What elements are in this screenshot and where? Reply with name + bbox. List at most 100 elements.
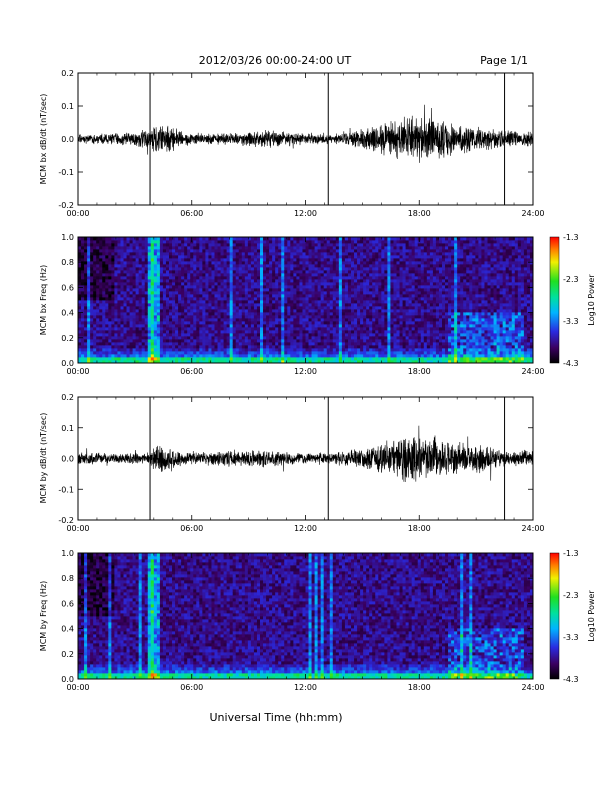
- heatmap-cell: [266, 342, 270, 346]
- heatmap-cell: [214, 303, 218, 307]
- bx-dbdt-trace: [77, 73, 534, 205]
- heatmap-cell: [266, 291, 270, 295]
- heatmap-cell: [220, 249, 224, 253]
- heatmap-cell: [156, 351, 161, 355]
- heatmap-cell: [150, 240, 155, 244]
- heatmap-cell: [211, 312, 215, 316]
- heatmap-cell: [187, 249, 191, 253]
- heatmap-cell: [150, 294, 155, 298]
- heatmap-cell: [308, 294, 312, 298]
- heatmap-cell: [135, 300, 140, 304]
- heatmap-cell: [266, 246, 270, 250]
- heatmap-cell: [326, 297, 331, 301]
- heatmap-cell: [326, 273, 331, 277]
- heatmap-cell: [399, 303, 403, 307]
- heatmap-cell: [184, 258, 188, 262]
- heatmap-cell: [308, 270, 312, 274]
- heatmap-cell: [211, 261, 215, 265]
- heatmap-cell: [366, 306, 370, 310]
- heatmap-cell: [393, 300, 397, 304]
- heatmap-cell: [260, 321, 264, 325]
- heatmap-cell: [253, 285, 258, 289]
- heatmap-cell: [256, 351, 261, 355]
- heatmap-cell: [123, 309, 127, 313]
- heatmap-cell: [317, 285, 322, 289]
- heatmap-cell: [393, 252, 397, 256]
- heatmap-cell: [260, 342, 264, 346]
- heatmap-cell: [226, 297, 231, 301]
- heatmap-cell: [156, 327, 161, 331]
- heatmap-cell: [199, 306, 203, 310]
- heatmap-cell: [235, 240, 240, 244]
- heatmap-cell: [169, 240, 173, 244]
- heatmap-cell: [135, 267, 140, 271]
- heatmap-cell: [117, 297, 121, 301]
- heatmap-cell: [247, 294, 252, 298]
- heatmap-cell: [117, 306, 121, 310]
- heatmap-cell: [247, 252, 252, 256]
- heatmap-cell: [429, 255, 434, 259]
- heatmap-cell: [165, 243, 170, 247]
- heatmap-cell: [287, 246, 291, 250]
- heatmap-cell: [351, 273, 355, 277]
- heatmap-cell: [326, 246, 331, 250]
- heatmap-cell: [287, 279, 291, 283]
- heatmap-cell: [223, 246, 228, 250]
- heatmap-cell: [135, 324, 140, 328]
- heatmap-cell: [96, 261, 100, 265]
- heatmap-cell: [299, 336, 303, 340]
- heatmap-cell: [320, 276, 325, 280]
- heatmap-cell: [238, 348, 243, 352]
- heatmap-cell: [102, 243, 106, 247]
- heatmap-cell: [175, 288, 179, 292]
- heatmap-cell: [178, 288, 182, 292]
- heatmap-cell: [341, 345, 346, 349]
- heatmap-cell: [357, 258, 361, 262]
- heatmap-cell: [332, 351, 337, 355]
- heatmap-cell: [402, 243, 406, 247]
- heatmap-cell: [99, 324, 103, 328]
- heatmap-cell: [369, 330, 373, 334]
- heatmap-cell: [250, 294, 255, 298]
- heatmap-cell: [266, 354, 270, 358]
- heatmap-cell: [132, 312, 137, 316]
- heatmap-cell: [284, 354, 288, 358]
- heatmap-cell: [402, 273, 406, 277]
- heatmap-cell: [275, 297, 279, 301]
- heatmap-cell: [78, 255, 82, 259]
- heatmap-cell: [381, 264, 385, 268]
- heatmap-cell: [244, 318, 249, 322]
- heatmap-cell: [229, 252, 234, 256]
- heatmap-cell: [226, 303, 231, 307]
- heatmap-cell: [341, 312, 346, 316]
- heatmap-cell: [190, 243, 194, 247]
- heatmap-cell: [396, 330, 400, 334]
- heatmap-cell: [120, 267, 124, 271]
- heatmap-cell: [175, 300, 179, 304]
- heatmap-cell: [244, 297, 249, 301]
- heatmap-cell: [105, 345, 109, 349]
- heatmap-cell: [250, 282, 255, 286]
- heatmap-cell: [354, 246, 358, 250]
- heatmap-cell: [102, 345, 106, 349]
- heatmap-cell: [141, 297, 146, 301]
- x-tick-label: 12:00: [294, 209, 317, 218]
- heatmap-cell: [402, 258, 406, 262]
- heatmap-cell: [226, 261, 231, 265]
- heatmap-cell: [344, 267, 349, 271]
- heatmap-cell: [281, 336, 285, 340]
- heatmap-cell: [226, 360, 231, 364]
- heatmap-cell: [405, 261, 410, 265]
- heatmap-cell: [293, 279, 297, 283]
- heatmap-cell: [196, 315, 200, 319]
- heatmap-cell: [329, 303, 334, 307]
- heatmap-cell: [372, 315, 376, 319]
- heatmap-cell: [405, 348, 410, 352]
- heatmap-cell: [357, 360, 361, 364]
- heatmap-cell: [138, 324, 143, 328]
- heatmap-cell: [281, 246, 285, 250]
- heatmap-cell: [144, 240, 149, 244]
- heatmap-cell: [329, 306, 334, 310]
- heatmap-cell: [347, 294, 352, 298]
- heatmap-cell: [196, 270, 200, 274]
